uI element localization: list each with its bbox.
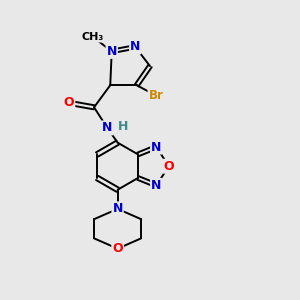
Text: N: N (151, 179, 161, 192)
Text: N: N (151, 141, 161, 154)
Text: O: O (64, 96, 74, 110)
Text: CH₃: CH₃ (82, 32, 104, 42)
Text: N: N (102, 122, 112, 134)
Text: Br: Br (148, 89, 163, 102)
Text: N: N (130, 40, 140, 53)
Text: O: O (112, 242, 123, 255)
Text: H: H (118, 120, 129, 133)
Text: N: N (106, 45, 117, 58)
Text: N: N (112, 202, 123, 215)
Text: O: O (164, 160, 174, 173)
